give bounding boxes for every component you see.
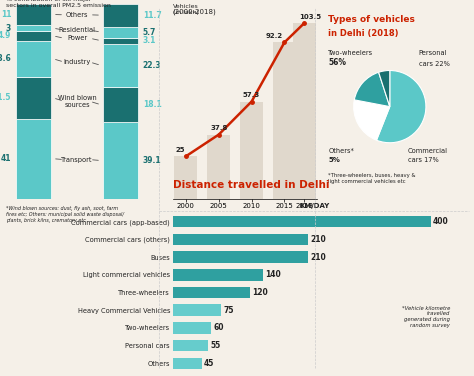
Bar: [173, 305, 221, 316]
Bar: [103, 4, 138, 27]
Text: Wind blown
sources: Wind blown sources: [58, 95, 96, 108]
Text: 210: 210: [310, 253, 326, 262]
Bar: [103, 44, 138, 87]
Bar: [16, 41, 51, 77]
Text: 3: 3: [6, 24, 11, 33]
Bar: [173, 233, 308, 245]
Bar: [16, 4, 51, 25]
Bar: [103, 87, 138, 123]
Text: in Delhi (2018): in Delhi (2018): [328, 29, 399, 38]
Bar: [292, 23, 316, 199]
Bar: [173, 358, 202, 369]
Text: 120: 120: [252, 288, 268, 297]
Text: 18.6: 18.6: [0, 54, 11, 63]
Text: % contribution of six major
sectors in overall PM2.5 emission: % contribution of six major sectors in o…: [6, 0, 111, 8]
Text: Industry: Industry: [64, 59, 91, 65]
Text: Commercial: Commercial: [408, 147, 448, 153]
Text: Others*: Others*: [328, 147, 354, 153]
Wedge shape: [354, 100, 390, 140]
Bar: [174, 156, 197, 199]
Text: Personal: Personal: [419, 50, 447, 56]
Bar: [103, 38, 138, 44]
Bar: [173, 269, 263, 280]
Text: 92.2: 92.2: [266, 33, 283, 39]
Text: 22.3: 22.3: [143, 61, 162, 70]
Bar: [173, 251, 308, 263]
Text: 41: 41: [0, 154, 11, 163]
Text: Delhi-
NCR: Delhi- NCR: [106, 0, 135, 2]
Text: 37.8: 37.8: [210, 125, 228, 131]
Text: Types of vehicles: Types of vehicles: [328, 15, 415, 24]
Bar: [173, 216, 430, 227]
Text: 4.9: 4.9: [0, 31, 11, 40]
Text: Delhi: Delhi: [21, 0, 46, 2]
Bar: [207, 135, 230, 199]
Text: 57.3: 57.3: [243, 92, 260, 98]
Wedge shape: [376, 70, 426, 143]
Text: 25: 25: [175, 147, 185, 153]
Text: 3.1: 3.1: [143, 36, 156, 45]
Wedge shape: [379, 70, 390, 107]
Text: (2000-2018): (2000-2018): [173, 9, 217, 15]
Text: Vehicles
(in lakh): Vehicles (in lakh): [173, 4, 199, 15]
Bar: [16, 25, 51, 31]
Text: Residential: Residential: [58, 27, 95, 33]
Text: Others: Others: [66, 12, 88, 18]
Text: 75: 75: [223, 306, 234, 315]
Bar: [103, 123, 138, 199]
Text: cars 17%: cars 17%: [408, 157, 438, 162]
Bar: [173, 287, 250, 298]
Text: 45: 45: [204, 359, 214, 368]
Text: 56%: 56%: [328, 58, 346, 67]
Text: 55: 55: [210, 341, 220, 350]
Bar: [16, 119, 51, 199]
Wedge shape: [354, 72, 390, 107]
Bar: [16, 77, 51, 119]
Bar: [16, 31, 51, 41]
Bar: [173, 340, 208, 352]
Text: 39.1: 39.1: [143, 156, 162, 165]
Text: cars 22%: cars 22%: [419, 61, 449, 67]
Text: Power: Power: [67, 35, 87, 41]
Text: 103.5: 103.5: [299, 14, 321, 20]
Text: 140: 140: [265, 270, 281, 279]
Text: 5.7: 5.7: [143, 27, 156, 36]
Text: 5%: 5%: [328, 157, 340, 162]
Text: Two-wheelers: Two-wheelers: [328, 50, 374, 56]
Text: *Three-wheelers, buses, heavy &
light commercial vehicles etc: *Three-wheelers, buses, heavy & light co…: [328, 173, 416, 184]
Text: 60: 60: [213, 323, 224, 332]
Text: *Vehicle kilometre
travelled
generated during
random survey: *Vehicle kilometre travelled generated d…: [401, 306, 450, 328]
Text: KM/DAY: KM/DAY: [300, 203, 330, 209]
Text: 11: 11: [0, 10, 11, 19]
Bar: [240, 102, 263, 199]
Text: *Wind blown sources: dust, fly ash, soot, farm
fires etc; Others: municipal soli: *Wind blown sources: dust, fly ash, soot…: [6, 206, 124, 223]
Text: 210: 210: [310, 235, 326, 244]
Text: Distance travelled in Delhi: Distance travelled in Delhi: [173, 180, 329, 190]
Text: Transport: Transport: [61, 157, 93, 162]
Text: 400: 400: [432, 217, 448, 226]
Bar: [103, 27, 138, 38]
Bar: [273, 42, 296, 199]
Text: 21.5: 21.5: [0, 93, 11, 102]
Text: 18.1: 18.1: [143, 100, 162, 109]
Text: 11.7: 11.7: [143, 11, 162, 20]
Bar: [173, 322, 211, 334]
